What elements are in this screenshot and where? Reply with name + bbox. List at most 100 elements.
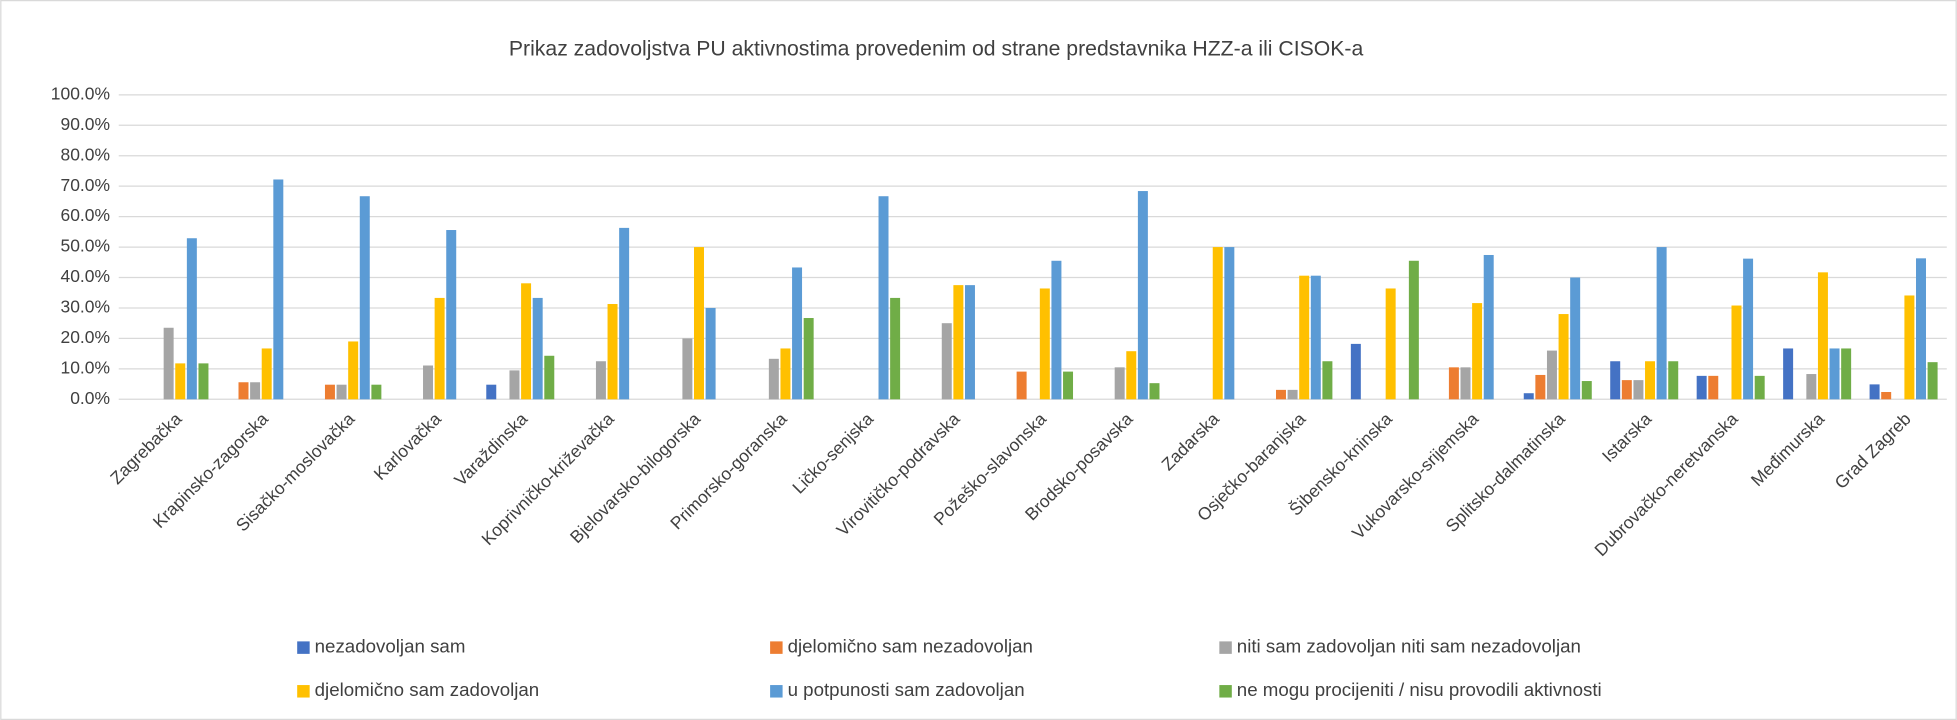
legend-swatch (297, 641, 310, 654)
y-tick-label: 80.0% (61, 144, 111, 164)
bar (486, 384, 497, 400)
bar (238, 382, 249, 400)
bar (878, 196, 889, 400)
legend-label: niti sam zadovoljan niti sam nezadovolja… (1237, 636, 1581, 657)
bar (1137, 191, 1148, 400)
bar (768, 358, 779, 400)
y-tick-label: 0.0% (70, 388, 110, 408)
bar (1656, 247, 1667, 400)
bar (250, 382, 261, 400)
bar (1743, 258, 1754, 400)
bar (780, 348, 791, 400)
bar (607, 304, 618, 400)
bar (1904, 295, 1915, 400)
bar (1126, 351, 1137, 400)
bar (1322, 361, 1333, 400)
bar (1708, 375, 1719, 400)
bar (792, 267, 803, 400)
bar (1869, 384, 1880, 400)
bar (1063, 371, 1074, 400)
bar (423, 365, 434, 400)
bar (694, 247, 704, 400)
bar (1212, 247, 1223, 400)
bar (1275, 389, 1286, 400)
bar (186, 238, 197, 400)
bar (941, 323, 952, 400)
bar (1287, 389, 1298, 400)
bar (509, 370, 520, 400)
bar (1731, 305, 1742, 400)
bar (1460, 367, 1471, 400)
bar (1806, 374, 1817, 400)
bar (1829, 348, 1840, 400)
bar (1448, 367, 1459, 400)
legend-label: djelomično sam nezadovoljan (788, 636, 1033, 657)
bar (371, 384, 382, 400)
legend-label: djelomično sam zadovoljan (315, 679, 540, 700)
bar (1408, 260, 1419, 400)
bar (1570, 277, 1581, 400)
bar (1224, 247, 1235, 400)
bar (163, 327, 174, 400)
bar (1051, 260, 1062, 400)
bar (1299, 275, 1310, 400)
legend-swatch (770, 641, 783, 654)
bar (890, 297, 901, 400)
bar (446, 230, 457, 400)
y-tick-label: 10.0% (61, 357, 111, 377)
bar (1581, 381, 1592, 400)
bar (595, 361, 606, 400)
bar (359, 196, 370, 400)
bar (1841, 348, 1852, 400)
bar (544, 355, 555, 400)
bar (324, 384, 335, 400)
y-tick-label: 20.0% (61, 327, 111, 347)
bar (1546, 350, 1557, 400)
bar (964, 285, 975, 400)
y-tick-label: 90.0% (61, 114, 111, 134)
bar (1483, 254, 1494, 400)
y-tick-label: 40.0% (61, 266, 111, 286)
bar (1472, 303, 1483, 400)
bar (1696, 375, 1707, 400)
bar (521, 283, 532, 400)
bar (1645, 361, 1656, 400)
bar (682, 338, 693, 400)
bar (1350, 343, 1361, 400)
bar (1114, 367, 1125, 400)
legend-label: nezadovoljan sam (315, 636, 466, 657)
bar (348, 341, 359, 400)
bar (1754, 375, 1765, 400)
bar (1668, 361, 1679, 400)
y-tick-label: 30.0% (61, 297, 111, 317)
bar (1881, 391, 1892, 400)
bar (953, 285, 964, 400)
bar (1149, 383, 1160, 400)
y-tick-label: 100.0% (51, 83, 110, 103)
bar (1535, 374, 1546, 400)
y-tick-label: 50.0% (61, 236, 111, 256)
bar (1783, 348, 1794, 400)
bar (1385, 288, 1396, 400)
legend-swatch (1219, 641, 1232, 654)
bar (1817, 272, 1828, 400)
bar (803, 318, 814, 400)
bar (1558, 314, 1569, 400)
bar (198, 363, 209, 400)
bar (705, 307, 716, 400)
bar (1310, 275, 1321, 400)
y-tick-label: 70.0% (61, 175, 111, 195)
bar (175, 363, 186, 400)
bar (261, 348, 272, 400)
bar (532, 297, 543, 400)
bar (1610, 361, 1621, 400)
bar (336, 384, 347, 400)
bar (619, 227, 630, 400)
chart-title: Prikaz zadovoljstva PU aktivnostima prov… (509, 38, 1364, 61)
bar (1621, 380, 1632, 400)
legend-label: u potpunosti sam zadovoljan (788, 679, 1025, 700)
legend-swatch (1219, 685, 1232, 698)
bar (1523, 393, 1534, 400)
